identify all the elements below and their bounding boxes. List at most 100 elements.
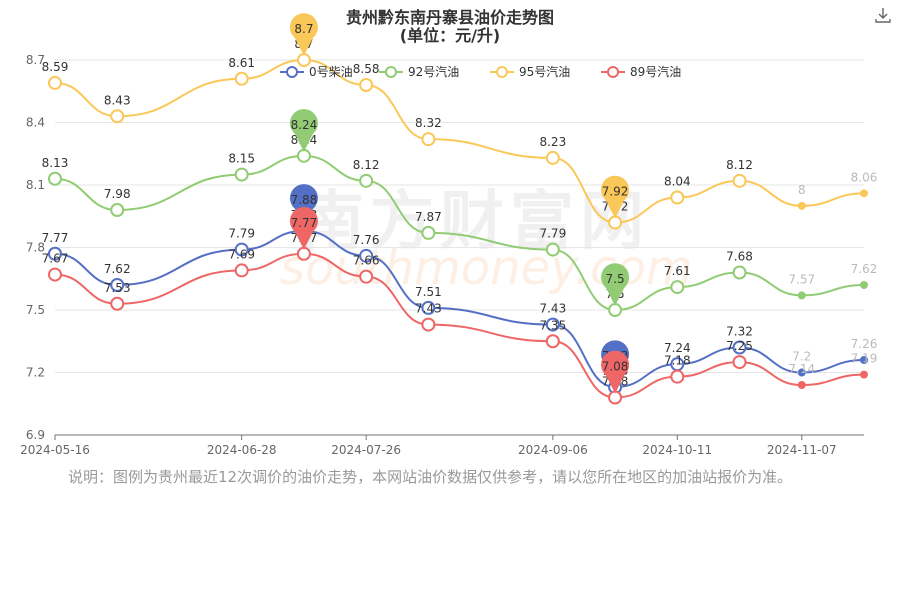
x-tick-label: 2024-06-28 [207, 443, 277, 457]
legend-item[interactable]: 0号柴油 [280, 65, 353, 79]
data-point [545, 150, 560, 165]
download-icon[interactable] [874, 6, 892, 24]
data-point [359, 78, 374, 92]
pin-shape [289, 13, 318, 57]
data-point [797, 381, 806, 389]
legend-item[interactable]: 92号汽油 [379, 64, 459, 79]
data-point [545, 334, 560, 349]
data-label: 7.53 [104, 281, 131, 295]
data-point [670, 369, 685, 384]
data-point [732, 265, 747, 280]
data-label: 7.35 [539, 318, 566, 332]
pin-marker: 7.5 [601, 263, 630, 306]
data-label: 8.59 [42, 60, 69, 74]
data-point [860, 281, 868, 289]
pin-marker: 7.08 [601, 350, 630, 394]
data-point [421, 300, 436, 315]
data-label: 8.06 [851, 170, 878, 184]
data-label: 8.13 [42, 156, 69, 170]
data-label: 8 [798, 183, 806, 197]
data-point [359, 248, 374, 263]
data-label: 7.43 [415, 302, 442, 316]
data-point [48, 267, 62, 282]
data-label: 7.79 [539, 227, 566, 241]
legend-item[interactable]: 95号汽油 [490, 64, 570, 79]
y-tick-label: 6.9 [26, 428, 45, 442]
data-point [732, 355, 747, 370]
y-tick-label: 7.5 [26, 303, 45, 317]
legend-label: 0号柴油 [309, 65, 353, 79]
chart-note: 说明：图例为贵州最近12次调价的油价走势，本网站油价数据仅供参考，请以您所在地区… [68, 468, 793, 486]
data-label: 7.69 [228, 247, 255, 261]
data-point [110, 278, 125, 292]
data-label: 7.67 [42, 252, 69, 266]
data-label: 7.77 [42, 231, 69, 245]
pin-label: 8.7 [294, 22, 313, 36]
data-label: 7.26 [851, 337, 878, 351]
data-label: 8.23 [539, 135, 566, 149]
pin-label: 7.88 [291, 193, 318, 207]
data-label: 7.61 [664, 264, 691, 278]
x-tick-label: 2024-10-11 [642, 443, 712, 457]
legend-label: 92号汽油 [408, 64, 459, 79]
data-label: 7.24 [664, 341, 691, 355]
data-label: 7.32 [726, 325, 753, 339]
y-tick-label: 7.8 [26, 241, 45, 255]
pin-label: 7.5 [606, 272, 625, 286]
chart-title: 贵州黔东南丹寨县油价走势图 [345, 8, 554, 27]
data-point [860, 189, 868, 198]
data-label: 7.87 [415, 210, 442, 224]
pin-shape [601, 350, 630, 394]
y-tick-label: 8.1 [26, 178, 45, 192]
data-label: 7.79 [228, 227, 255, 241]
data-point [797, 201, 806, 210]
data-point [670, 190, 685, 205]
legend-item[interactable]: 89号汽油 [601, 64, 681, 79]
data-label: 8.58 [353, 62, 380, 76]
data-point [234, 263, 249, 278]
pin-label: 7.08 [602, 360, 629, 374]
chart-subtitle: (单位：元/升) [399, 26, 501, 45]
pin-label: 7.92 [602, 185, 629, 199]
data-point [359, 173, 374, 188]
data-label: 8.04 [664, 175, 691, 189]
pin-label: 8.24 [291, 118, 318, 132]
x-tick-label: 2024-07-26 [331, 443, 401, 457]
data-label: 7.66 [353, 254, 380, 268]
data-label: 7.14 [788, 362, 815, 376]
data-point [421, 132, 436, 147]
pin-marker: 7.92 [601, 175, 630, 219]
data-point [421, 317, 436, 332]
data-label: 8.61 [228, 56, 255, 70]
data-label: 7.62 [851, 262, 878, 276]
data-point [234, 167, 249, 182]
y-tick-label: 8.7 [26, 53, 45, 67]
legend-marker [496, 66, 508, 78]
data-label: 7.68 [726, 250, 753, 264]
data-label: 7.25 [726, 339, 753, 353]
data-point [860, 356, 868, 364]
data-point [110, 296, 125, 311]
pin-marker: 8.7 [289, 13, 318, 57]
pin-marker: 8.24 [289, 109, 318, 152]
data-label: 7.98 [104, 187, 131, 201]
data-point [860, 370, 868, 379]
data-point [48, 246, 62, 261]
data-point [234, 71, 249, 86]
data-label: 7.43 [539, 302, 566, 316]
data-point [359, 269, 374, 284]
legend-label: 95号汽油 [519, 64, 570, 79]
data-label: 8.32 [415, 116, 442, 130]
y-tick-label: 8.4 [26, 116, 45, 130]
x-tick-label: 2024-11-07 [767, 443, 837, 457]
data-label: 8.12 [353, 158, 380, 172]
legend-label: 89号汽油 [630, 64, 681, 79]
data-point [110, 203, 125, 217]
data-point [545, 317, 560, 332]
y-tick-label: 7.2 [26, 366, 45, 380]
data-label: 7.2 [792, 350, 811, 364]
data-point [670, 280, 685, 295]
pin-marker: 7.77 [289, 207, 318, 250]
pin-shape [289, 184, 318, 227]
data-point [545, 242, 560, 257]
